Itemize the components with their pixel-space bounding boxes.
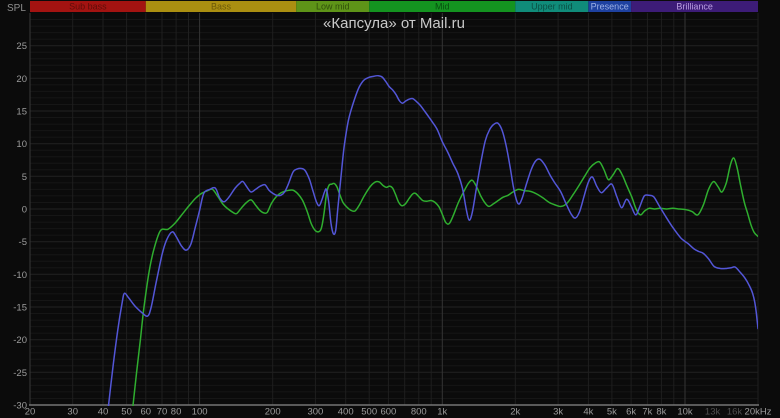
x-tick-label: 80	[171, 407, 182, 418]
y-tick-label: -15	[13, 303, 27, 314]
x-tick-label: 300	[307, 407, 323, 418]
y-tick-label: 15	[16, 107, 27, 118]
x-tick-label: 600	[380, 407, 396, 418]
frequency-response-chart: Sub bass Bass Low mid Mid Upper mid Presence B…	[0, 0, 780, 418]
x-tick-label: 2k	[510, 407, 520, 418]
x-tick-label: 6k	[626, 407, 636, 418]
x-tick-label: 4k	[583, 407, 593, 418]
x-tick-label: 800	[411, 407, 427, 418]
x-tick-label: 400	[338, 407, 354, 418]
x-tick-label: 30	[67, 407, 78, 418]
x-tick-label: 20kHz	[745, 407, 772, 418]
y-tick-label: -25	[13, 368, 27, 379]
x-tick-label: 1k	[437, 407, 447, 418]
x-tick-label: 8k	[656, 407, 666, 418]
x-tick-label: 7k	[642, 407, 652, 418]
band-label: Mid	[435, 2, 450, 12]
band-label: Brilliance	[676, 2, 713, 12]
x-tick-label: 3k	[553, 407, 563, 418]
x-tick-label: 13k	[705, 407, 721, 418]
x-tick-label: 100	[192, 407, 208, 418]
spl-axis-title: SPL	[7, 3, 26, 14]
x-tick-label: 10k	[677, 407, 693, 418]
x-tick-label: 50	[121, 407, 132, 418]
band-label: Low mid	[316, 2, 350, 12]
frequency-response-app: Sub bass Bass Low mid Mid Upper mid Presence B…	[0, 0, 780, 418]
x-tick-label: 5k	[607, 407, 617, 418]
y-tick-label: -5	[19, 237, 27, 248]
y-tick-label: 20	[16, 74, 27, 85]
x-tick-label: 500	[361, 407, 377, 418]
y-tick-label: -10	[13, 270, 27, 281]
x-axis-tick-labels: 203040506070801002003004005006008001k2k3…	[25, 407, 772, 418]
x-tick-label: 70	[157, 407, 168, 418]
y-tick-label: -20	[13, 335, 27, 346]
y-tick-label: 0	[22, 205, 27, 216]
y-tick-label: -30	[13, 401, 27, 412]
chart-title: «Капсула» от Mail.ru	[323, 15, 465, 32]
band-label: Upper mid	[531, 2, 573, 12]
band-label: Presence	[591, 2, 629, 12]
y-tick-label: 25	[16, 41, 27, 52]
x-tick-label: 40	[98, 407, 109, 418]
y-tick-label: 10	[16, 139, 27, 150]
band-label: Bass	[211, 2, 232, 12]
y-axis-tick-labels: 25 20 15 10 5 0 -5 -10 -15 -20 -25 -30	[13, 41, 27, 411]
band-label: Sub bass	[69, 2, 107, 12]
x-tick-label: 16k	[727, 407, 743, 418]
y-tick-label: 5	[22, 172, 27, 183]
x-tick-label: 200	[265, 407, 281, 418]
spectrum-band-strip: Sub bass Bass Low mid Mid Upper mid Presence B…	[30, 1, 758, 12]
x-tick-label: 60	[141, 407, 152, 418]
